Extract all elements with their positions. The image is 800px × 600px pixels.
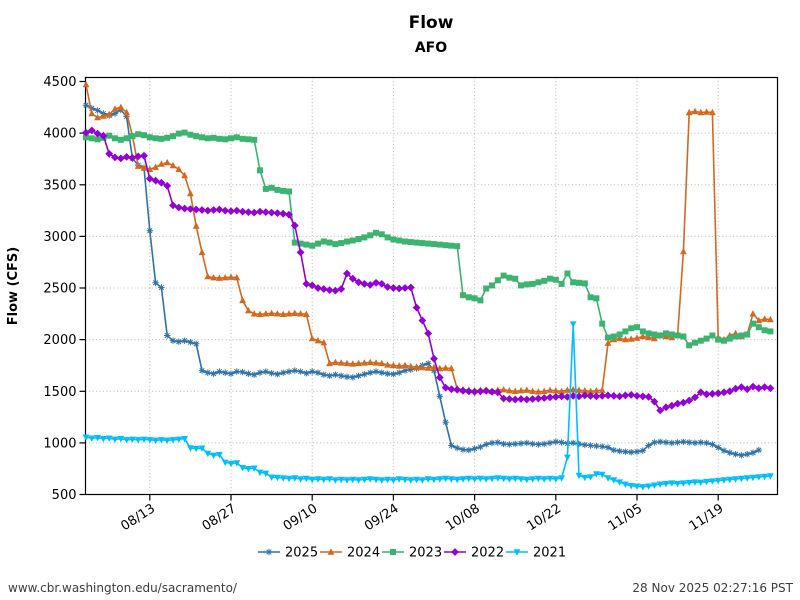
chart-subtitle: AFO <box>414 40 448 56</box>
svg-text:1000: 1000 <box>43 436 76 451</box>
legend-item-2021: 2021 <box>506 546 566 561</box>
svg-text:3500: 3500 <box>43 178 76 193</box>
chart-title: Flow <box>408 13 454 33</box>
series-markers-2022 <box>82 126 775 415</box>
footer-timestamp: 28 Nov 2025 02:27:16 PST <box>632 581 793 595</box>
svg-text:10/22: 10/22 <box>524 501 564 534</box>
svg-text:09/24: 09/24 <box>362 501 402 534</box>
svg-text:11/19: 11/19 <box>687 501 727 534</box>
series-markers-2025 <box>82 102 762 459</box>
legend-label-2024: 2024 <box>347 546 380 561</box>
svg-text:2500: 2500 <box>43 282 76 297</box>
svg-text:3000: 3000 <box>43 230 76 245</box>
series-line-2025 <box>85 104 760 457</box>
legend-item-2022: 2022 <box>444 546 504 561</box>
legend-label-2023: 2023 <box>409 546 442 561</box>
legend-label-2025: 2025 <box>285 546 318 561</box>
flow-chart-canvas: 500 1000 1500 2000 2500 3000 3500 4000 4500 08/13… <box>6 75 779 561</box>
flow-chart: 500 1000 1500 2000 2500 3000 3500 4000 4500 08/13… <box>6 75 779 561</box>
svg-text:500: 500 <box>52 488 77 503</box>
svg-text:4000: 4000 <box>43 127 76 142</box>
svg-text:11/05: 11/05 <box>606 501 646 534</box>
svg-text:08/27: 08/27 <box>200 501 240 534</box>
legend-item-2024: 2024 <box>320 546 380 561</box>
legend-label-2021: 2021 <box>533 546 566 561</box>
svg-text:08/13: 08/13 <box>118 501 158 534</box>
legend-label-2022: 2022 <box>471 546 504 561</box>
series-line-2024 <box>85 84 771 393</box>
svg-text:09/10: 09/10 <box>281 501 321 534</box>
series-markers-2023 <box>83 129 774 349</box>
footer-url: www.cbr.washington.edu/sacramento/ <box>8 581 237 595</box>
svg-text:10/08: 10/08 <box>443 501 483 534</box>
legend-item-2025: 2025 <box>258 546 318 561</box>
series-line-2023 <box>85 131 771 347</box>
series-markers-2021 <box>82 321 774 491</box>
series-markers-2024 <box>82 80 774 395</box>
svg-text:4500: 4500 <box>43 75 76 90</box>
svg-text:2000: 2000 <box>43 333 76 348</box>
y-axis-label: Flow (CFS) <box>6 247 21 325</box>
svg-text:1500: 1500 <box>43 385 76 400</box>
legend-item-2023: 2023 <box>382 546 442 561</box>
